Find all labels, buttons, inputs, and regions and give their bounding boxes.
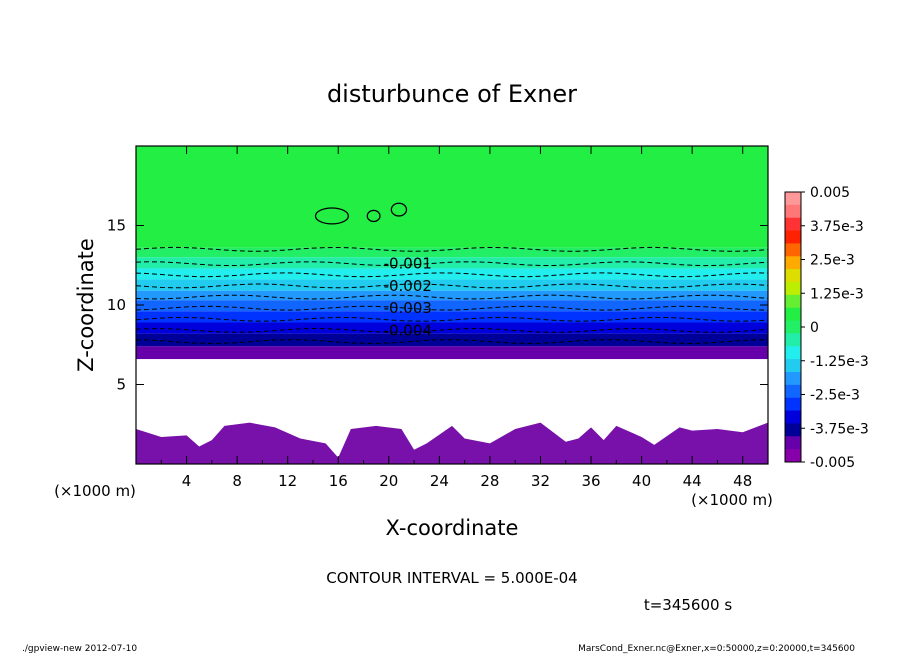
colorbar xyxy=(784,191,802,463)
x-tick-label: 16 xyxy=(329,472,348,490)
x-tick-label: 8 xyxy=(232,472,242,490)
contour-label: -0.001 xyxy=(384,255,432,273)
field-band xyxy=(136,290,768,301)
contour-labels: -0.001 -0.002 -0.003 -0.004 xyxy=(384,255,432,340)
contour-line xyxy=(135,283,769,289)
field-band xyxy=(136,300,768,312)
colorbar-swatch xyxy=(785,384,801,399)
y-axis-ticks: 5 10 15 xyxy=(107,217,768,394)
x-tick-label: 4 xyxy=(182,472,192,490)
contour-interval-text: CONTOUR INTERVAL = 5.000E-04 xyxy=(326,569,577,587)
field-band xyxy=(136,146,768,248)
closed-contour xyxy=(366,209,381,223)
field-band xyxy=(136,346,768,360)
x-tick-label: 32 xyxy=(531,472,550,490)
y-axis-label: Z-coordinate xyxy=(74,238,98,372)
colorbar-swatch xyxy=(785,307,801,322)
contour-label: -0.003 xyxy=(384,299,432,317)
colorbar-swatch xyxy=(785,230,801,244)
colorbar-swatch xyxy=(785,204,801,219)
colorbar-swatch xyxy=(785,372,801,386)
colorbar-label: -2.5e-3 xyxy=(810,388,860,404)
x-tick-label: 24 xyxy=(430,472,449,490)
closed-contour xyxy=(390,202,408,217)
colorbar-label: -3.75e-3 xyxy=(810,421,869,437)
colorbar-swatch xyxy=(785,333,801,347)
colorbar-label: 0.005 xyxy=(810,185,850,201)
colorbar-labels: 0.005 3.75e-3 2.5e-3 1.25e-3 0 -1.25e-3 -2.5e-… xyxy=(801,185,869,471)
contour-fill xyxy=(136,146,768,464)
y-tick-label: 5 xyxy=(116,376,126,394)
x-tick-label: 28 xyxy=(480,472,499,490)
x-axis-label: X-coordinate xyxy=(386,516,519,540)
contour-line xyxy=(135,339,769,345)
colorbar-swatch xyxy=(785,192,801,206)
colorbar-swatch xyxy=(785,256,801,270)
contour-line xyxy=(135,327,769,333)
x-tick-label: 40 xyxy=(632,472,651,490)
colorbar-label: 2.5e-3 xyxy=(810,253,855,269)
footer-left: ./gpview-new 2012-07-10 xyxy=(22,644,137,654)
footer-right: MarsCond_Exner.nc@Exner,x=0:50000,z=0:20… xyxy=(578,644,855,654)
colorbar-swatch xyxy=(785,436,801,450)
colorbar-swatch xyxy=(785,410,801,424)
contour-line xyxy=(135,305,769,311)
contour-lines xyxy=(135,202,769,345)
field-band xyxy=(136,268,768,280)
x-tick-label: 36 xyxy=(581,472,600,490)
bottom-field xyxy=(136,422,768,464)
colorbar-label: -0.005 xyxy=(810,455,855,471)
x-axis-ticks: 4 8 12 16 20 24 28 32 36 40 44 48 xyxy=(160,146,752,490)
colorbar-swatch xyxy=(785,359,801,373)
closed-contour xyxy=(314,207,350,225)
field-band xyxy=(136,322,768,334)
contour-line xyxy=(135,261,769,267)
x-tick-label: 12 xyxy=(278,472,297,490)
colorbar-swatch xyxy=(785,320,801,334)
colorbar-swatch xyxy=(785,346,801,360)
colorbar-swatch xyxy=(785,294,801,309)
colorbar-swatch xyxy=(785,423,801,437)
field-band xyxy=(136,247,768,258)
colorbar-swatch xyxy=(785,269,801,283)
colorbar-label: 0 xyxy=(810,320,819,336)
contour-line xyxy=(135,272,769,278)
y-tick-label: 10 xyxy=(107,296,126,314)
x-unit-left: (×1000 m) xyxy=(54,482,136,500)
colorbar-label: 3.75e-3 xyxy=(810,219,864,235)
colorbar-label: 1.25e-3 xyxy=(810,286,864,302)
contour-label: -0.002 xyxy=(384,277,432,295)
colorbar-label: -1.25e-3 xyxy=(810,354,869,370)
colorbar-swatch xyxy=(785,282,801,296)
x-tick-label: 20 xyxy=(379,472,398,490)
y-tick-label: 15 xyxy=(107,217,126,235)
colorbar-swatch xyxy=(785,217,801,232)
colorbar-swatch xyxy=(785,243,801,257)
field-band xyxy=(136,311,768,323)
x-unit-right: (×1000 m) xyxy=(691,491,773,509)
field-band xyxy=(136,257,768,269)
contour-line xyxy=(135,316,769,322)
chart-title: disturbunce of Exner xyxy=(327,80,577,108)
contour-line xyxy=(135,294,769,300)
contour-label: -0.004 xyxy=(384,321,432,339)
contour-line xyxy=(135,246,769,252)
time-text: t=345600 s xyxy=(644,596,732,614)
x-tick-label: 44 xyxy=(683,472,702,490)
x-tick-label: 48 xyxy=(733,472,752,490)
colorbar-swatch xyxy=(785,397,801,412)
colorbar-swatch xyxy=(785,449,801,463)
